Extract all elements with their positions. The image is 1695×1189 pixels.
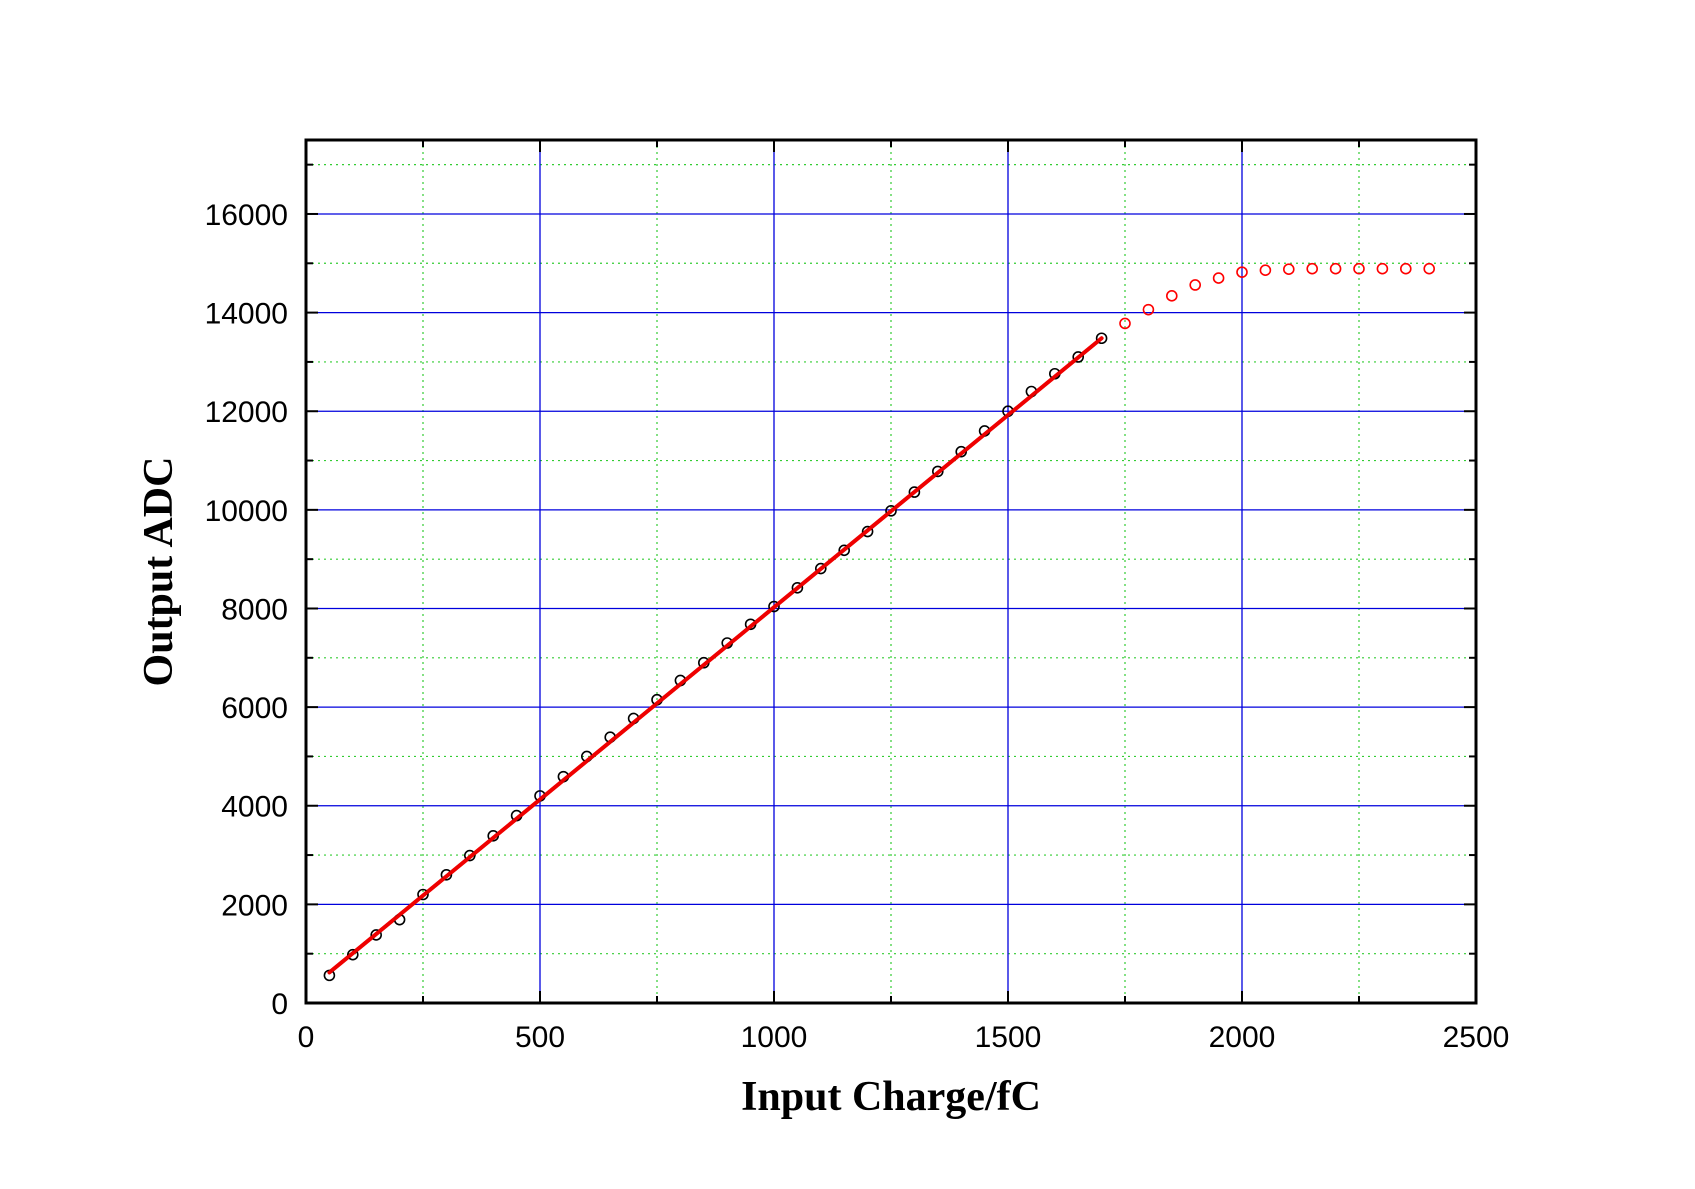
- data-point: [931, 465, 944, 478]
- data-point: [1166, 290, 1178, 302]
- data-point: [1189, 279, 1201, 291]
- data-point: [1236, 266, 1248, 278]
- x-tick-label: 1000: [741, 1021, 808, 1054]
- data-point: [1283, 263, 1295, 276]
- data-point: [417, 888, 429, 901]
- x-tick-label: 500: [515, 1021, 565, 1054]
- data-point: [814, 562, 827, 575]
- y-tick-label: 10000: [205, 495, 288, 528]
- y-tick-label: 16000: [205, 199, 288, 232]
- x-tick-label: 1500: [975, 1021, 1042, 1054]
- y-tick-label: 12000: [205, 396, 288, 429]
- plot-frame: [304, 138, 1478, 1005]
- y-tick-label: 0: [271, 988, 288, 1021]
- data-point: [838, 544, 851, 557]
- x-tick-label: 0: [298, 1021, 315, 1054]
- x-tick-label: 2000: [1209, 1021, 1276, 1054]
- data-point: [1142, 303, 1155, 316]
- series-layer: [323, 262, 1435, 982]
- x-tick-label: 2500: [1443, 1021, 1510, 1054]
- data-point: [885, 505, 897, 517]
- data-point: [463, 849, 476, 862]
- data-point: [1212, 272, 1225, 284]
- data-point: [768, 600, 780, 613]
- data-point: [1306, 262, 1318, 275]
- data-point: [1376, 262, 1389, 275]
- data-point: [1400, 262, 1412, 275]
- minor-grid: [306, 140, 1476, 1003]
- data-point: [908, 486, 921, 498]
- y-axis-title: Output ADC: [136, 457, 182, 687]
- data-point: [346, 948, 359, 961]
- data-point: [791, 581, 804, 594]
- fit-line-overlay: [327, 336, 1104, 975]
- data-point: [1353, 262, 1365, 275]
- data-point: [1095, 332, 1108, 345]
- y-tick-label: 8000: [221, 593, 288, 626]
- data-point: [1259, 264, 1272, 276]
- y-tick-label: 14000: [205, 298, 288, 331]
- y-tick-label: 4000: [221, 791, 288, 824]
- tick-labels: 0 500 1000 1500 2000 2500 0 2000 4000 6000 8000 100…: [205, 199, 1510, 1054]
- data-point: [1072, 351, 1084, 363]
- data-point: [1119, 317, 1131, 330]
- x-axis-title: Input Charge/fC: [741, 1074, 1041, 1120]
- data-point: [440, 868, 453, 881]
- data-point: [861, 525, 874, 538]
- data-point: [370, 929, 383, 941]
- data-point: [1329, 262, 1342, 275]
- data-point: [1423, 262, 1435, 275]
- y-tick-label: 2000: [221, 889, 288, 922]
- y-tick-label: 6000: [221, 692, 288, 725]
